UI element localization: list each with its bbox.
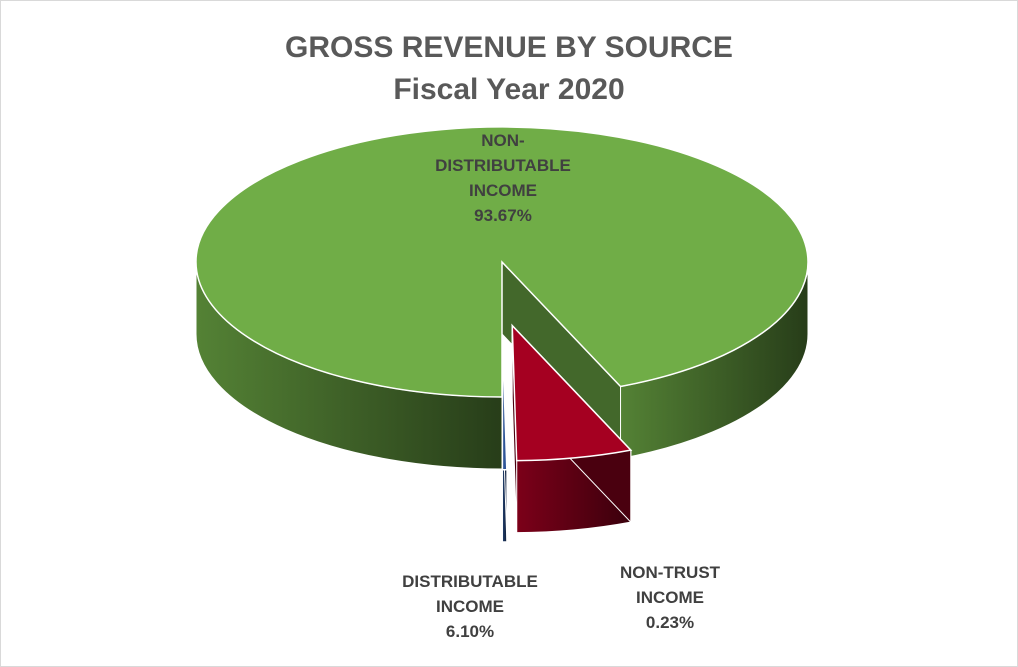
- chart-subtitle: Fiscal Year 2020: [393, 73, 625, 106]
- pie-slice-1: [511, 323, 633, 462]
- data-label-2: NON-TRUST INCOME 0.23%: [620, 563, 721, 632]
- chart-title: GROSS REVENUE BY SOURCE: [285, 31, 733, 64]
- data-label-1: DISTRIBUTABLE INCOME 6.10%: [402, 572, 538, 641]
- pie-slice-2: [501, 334, 508, 471]
- data-label-0: NON-DISTRIBUTABLE INCOME 93.67%: [435, 131, 571, 225]
- pie-slice-0: [195, 126, 809, 398]
